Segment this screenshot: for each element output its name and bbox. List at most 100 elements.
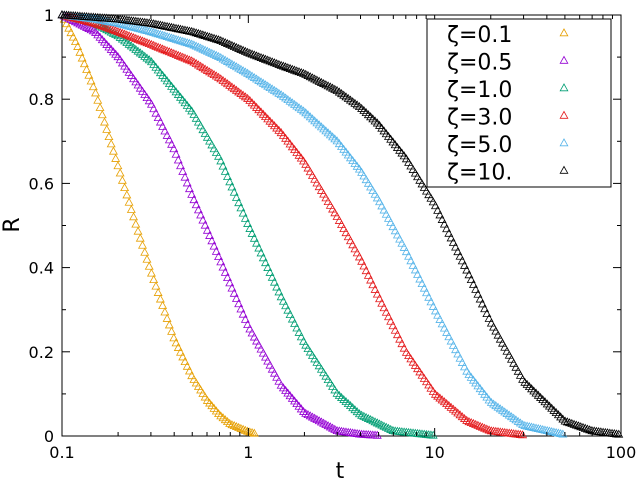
data-point <box>493 402 503 411</box>
data-point <box>482 309 492 318</box>
data-point <box>256 77 266 86</box>
data-point <box>187 26 197 35</box>
data-point <box>399 343 409 352</box>
data-point <box>538 424 548 433</box>
data-point <box>283 95 293 104</box>
data-point <box>390 325 400 334</box>
data-point <box>182 25 192 35</box>
data-point <box>88 82 98 91</box>
data-point <box>187 56 197 65</box>
data-point <box>459 362 469 371</box>
data-point <box>171 34 181 43</box>
data-point <box>180 172 190 181</box>
data-point <box>234 422 244 431</box>
data-point <box>325 422 335 431</box>
data-point <box>421 288 431 297</box>
data-point <box>149 19 159 28</box>
data-point <box>357 410 367 419</box>
data-point <box>220 55 230 64</box>
data-point <box>430 389 440 398</box>
data-point <box>117 19 127 28</box>
data-point <box>511 415 521 424</box>
data-point <box>160 126 170 135</box>
data-point <box>314 416 324 425</box>
data-point <box>198 30 208 39</box>
data-point <box>397 238 407 247</box>
data-point <box>173 50 183 59</box>
data-point <box>142 254 152 263</box>
data-point <box>214 251 224 261</box>
data-point <box>155 20 165 29</box>
data-point <box>149 40 159 49</box>
data-point <box>243 218 253 227</box>
data-point <box>334 87 344 96</box>
data-point <box>547 426 557 435</box>
data-point <box>354 409 364 418</box>
data-point <box>527 422 537 431</box>
data-point <box>506 354 516 363</box>
data-point <box>435 314 445 323</box>
data-point <box>388 222 398 231</box>
data-point <box>312 75 322 84</box>
data-point <box>155 117 165 126</box>
data-point <box>144 55 154 64</box>
data-point <box>191 58 201 67</box>
data-point <box>117 34 127 43</box>
data-point <box>249 72 259 81</box>
data-point <box>272 58 282 67</box>
data-point <box>198 215 208 224</box>
data-point <box>138 36 147 45</box>
data-point <box>316 417 326 426</box>
data-point <box>218 54 228 63</box>
legend-label: ζ=1.0 <box>447 78 512 103</box>
data-point <box>146 27 156 36</box>
data-point <box>350 244 360 253</box>
data-point <box>252 51 262 60</box>
data-point <box>129 32 139 41</box>
data-point <box>126 41 136 50</box>
data-point <box>236 304 246 313</box>
data-point <box>100 22 109 31</box>
data-point <box>173 24 183 33</box>
data-point <box>222 56 232 65</box>
data-point <box>120 29 130 38</box>
data-point <box>191 28 201 37</box>
data-point <box>357 256 367 265</box>
data-point <box>254 340 264 349</box>
data-point <box>263 262 273 271</box>
data-point <box>184 55 194 64</box>
data-point <box>205 32 215 41</box>
data-point <box>296 67 306 76</box>
data-point <box>84 23 94 32</box>
data-point <box>269 58 279 67</box>
data-point <box>272 282 282 291</box>
data-point <box>146 99 156 108</box>
data-point <box>222 38 232 47</box>
data-point <box>392 230 402 239</box>
data-point <box>184 366 194 375</box>
data-marks <box>57 10 624 439</box>
data-point <box>459 413 469 422</box>
data-point <box>332 211 342 220</box>
data-point <box>314 76 324 85</box>
data-point <box>167 22 177 31</box>
data-point <box>386 316 396 325</box>
data-point <box>247 328 257 337</box>
data-point <box>343 93 353 102</box>
data-point <box>489 322 499 331</box>
data-point <box>397 339 407 348</box>
data-point <box>395 234 405 243</box>
data-point <box>258 53 268 62</box>
legend-label: ζ=5.0 <box>447 133 512 158</box>
data-point <box>238 208 248 217</box>
data-point <box>383 423 393 432</box>
data-point <box>216 257 226 266</box>
data-point <box>464 417 474 426</box>
data-point <box>455 410 465 419</box>
data-point <box>220 37 230 46</box>
data-point <box>135 233 145 242</box>
data-point <box>122 30 132 39</box>
data-point <box>106 139 116 148</box>
data-point <box>220 77 230 86</box>
data-point <box>207 48 217 57</box>
